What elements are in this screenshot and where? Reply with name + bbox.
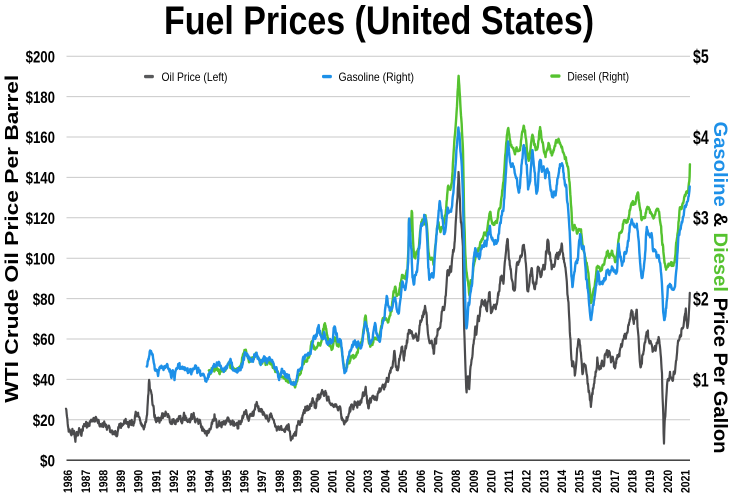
svg-text:1997: 1997 [255, 470, 269, 493]
svg-text:2015: 2015 [573, 470, 587, 493]
svg-text:1988: 1988 [97, 470, 111, 493]
svg-text:2019: 2019 [643, 470, 657, 493]
svg-text:1989: 1989 [114, 470, 128, 493]
svg-text:Oil Price (Left): Oil Price (Left) [162, 70, 228, 84]
svg-text:1998: 1998 [273, 470, 287, 493]
svg-text:2021: 2021 [678, 470, 692, 493]
svg-text:$5: $5 [693, 47, 709, 68]
svg-text:Diesel (Right): Diesel (Right) [567, 69, 629, 83]
svg-text:$140: $140 [26, 169, 55, 188]
svg-text:$100: $100 [26, 249, 55, 268]
svg-text:$180: $180 [26, 88, 55, 107]
svg-text:1995: 1995 [220, 470, 234, 493]
svg-text:2013: 2013 [537, 470, 551, 493]
svg-text:$80: $80 [33, 290, 55, 309]
svg-text:2000: 2000 [308, 470, 322, 493]
svg-text:2007: 2007 [432, 470, 446, 493]
svg-text:$40: $40 [33, 371, 55, 390]
svg-text:2018: 2018 [626, 470, 640, 493]
svg-text:1990: 1990 [132, 470, 146, 493]
svg-text:1986: 1986 [61, 470, 75, 493]
svg-text:1993: 1993 [185, 470, 199, 493]
svg-text:2006: 2006 [414, 470, 428, 493]
svg-text:2020: 2020 [661, 470, 675, 493]
svg-text:$60: $60 [33, 330, 55, 349]
svg-text:WTI Crude Oil Price Per Barrel: WTI Crude Oil Price Per Barrel [1, 75, 22, 403]
svg-text:1994: 1994 [202, 470, 216, 493]
svg-text:1987: 1987 [79, 470, 93, 493]
svg-text:1996: 1996 [238, 470, 252, 493]
svg-text:$20: $20 [33, 411, 55, 430]
svg-text:$0: $0 [40, 451, 55, 470]
svg-text:$3: $3 [693, 209, 709, 230]
svg-text:2017: 2017 [608, 470, 622, 493]
svg-text:$160: $160 [26, 128, 55, 147]
svg-text:$1: $1 [693, 370, 709, 391]
svg-text:2016: 2016 [590, 470, 604, 493]
svg-text:Gasoline (Right): Gasoline (Right) [339, 70, 415, 84]
svg-text:1991: 1991 [149, 470, 163, 493]
svg-text:$120: $120 [26, 209, 55, 228]
svg-text:1992: 1992 [167, 470, 181, 493]
svg-text:Gasoline & Diesel Price Per Ga: Gasoline & Diesel Price Per Gallon [709, 122, 730, 454]
svg-text:2010: 2010 [484, 470, 498, 493]
svg-text:2014: 2014 [555, 470, 569, 493]
svg-text:2004: 2004 [379, 470, 393, 493]
svg-text:Fuel Prices (United States): Fuel Prices (United States) [164, 0, 594, 43]
svg-text:2005: 2005 [396, 470, 410, 493]
svg-text:1999: 1999 [290, 470, 304, 493]
svg-text:2003: 2003 [361, 470, 375, 493]
svg-text:2001: 2001 [326, 470, 340, 493]
svg-text:$200: $200 [26, 47, 55, 66]
svg-text:$4: $4 [693, 128, 709, 149]
svg-text:2009: 2009 [467, 470, 481, 493]
svg-text:2008: 2008 [449, 470, 463, 493]
svg-text:2012: 2012 [520, 470, 534, 493]
svg-text:$2: $2 [693, 290, 709, 311]
svg-text:2011: 2011 [502, 470, 516, 493]
svg-text:2002: 2002 [343, 470, 357, 493]
